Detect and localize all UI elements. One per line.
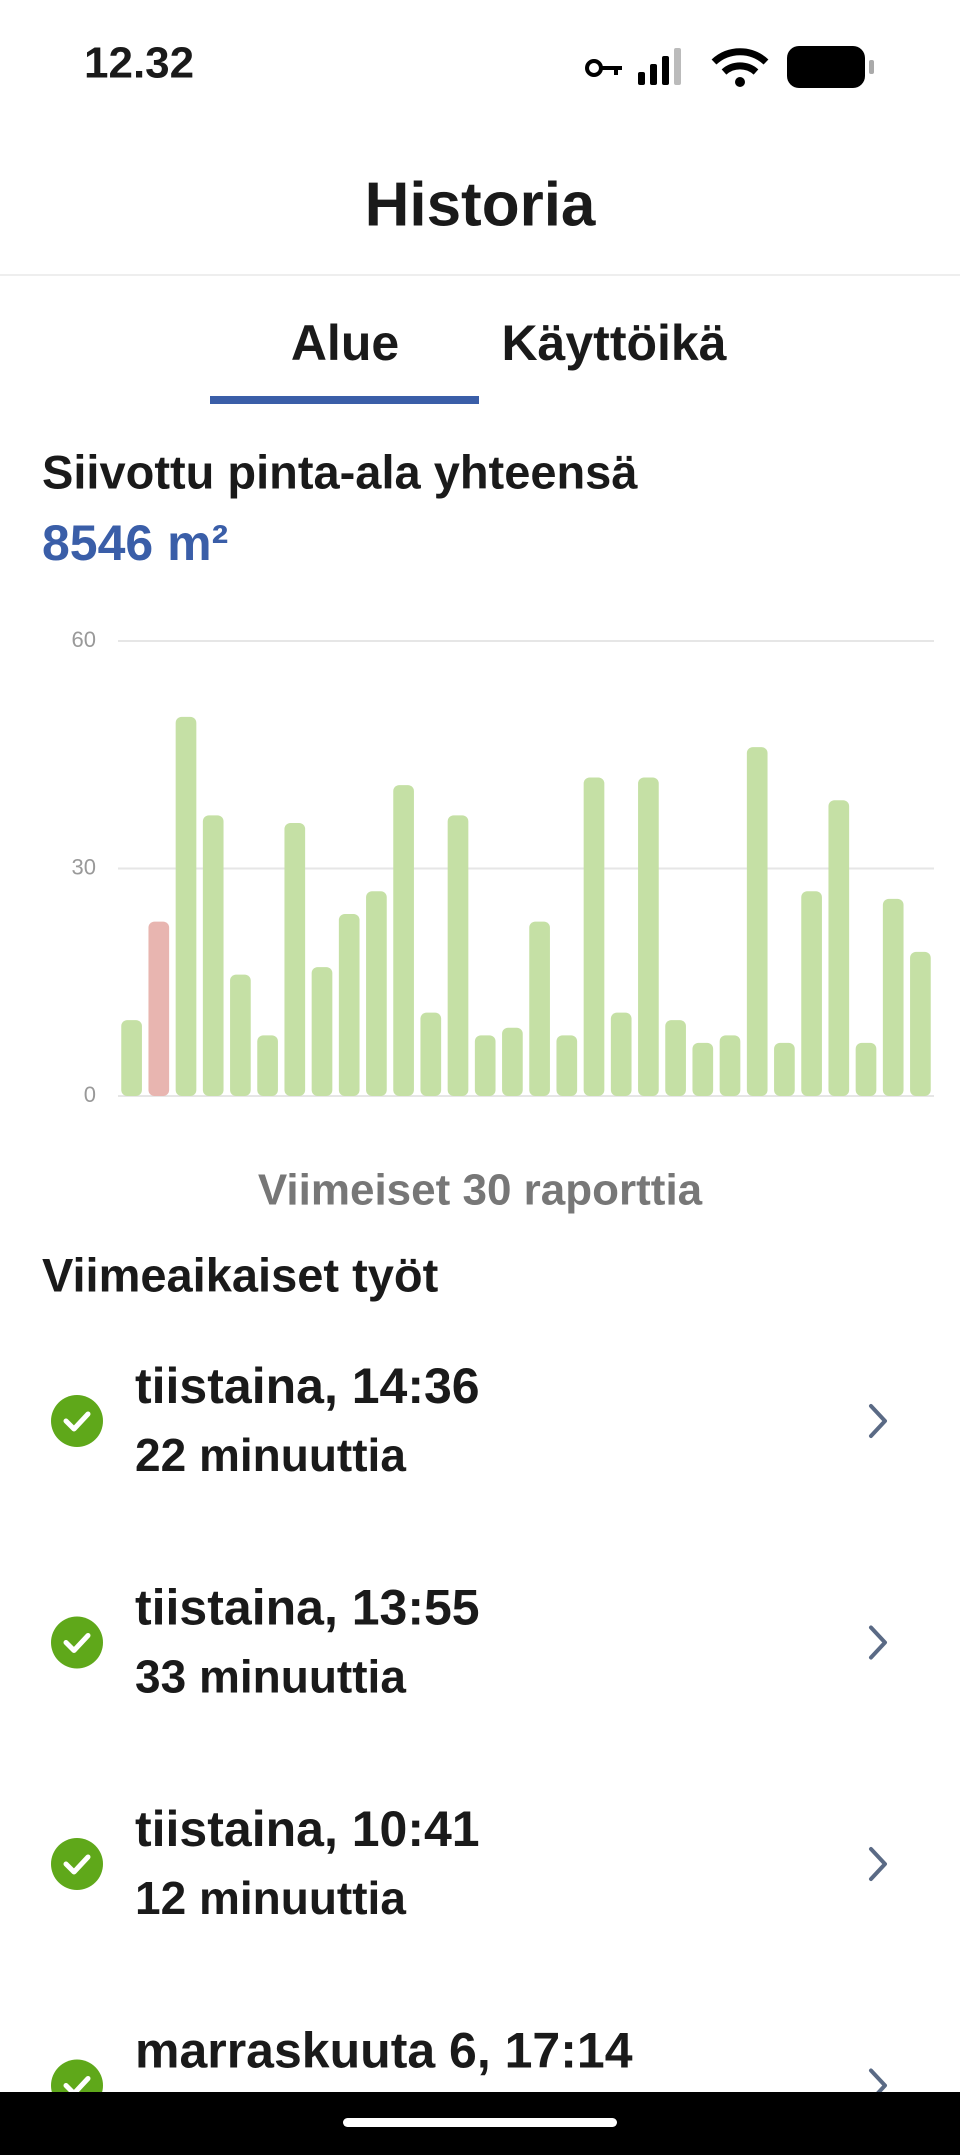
bar <box>828 800 850 1096</box>
bar <box>910 951 931 1096</box>
check-mark <box>63 1411 91 1432</box>
bar <box>230 974 251 1096</box>
bar <box>719 1035 741 1096</box>
list-item[interactable]: tiistaina, 13:55 33 minuuttia <box>51 1580 887 1703</box>
bar <box>420 1012 442 1096</box>
item-title: marraskuuta 6, 17:14 <box>135 2023 633 2079</box>
check-mark <box>63 1854 91 1875</box>
bar <box>855 1042 877 1096</box>
item-title: tiistaina, 13:55 <box>135 1580 480 1636</box>
y-tick-label: 60 <box>72 627 96 652</box>
bar <box>121 1020 142 1096</box>
bar <box>474 1035 496 1096</box>
chart-caption: Viimeiset 30 raporttia <box>258 1166 703 1215</box>
bar <box>284 823 306 1096</box>
bar <box>148 921 170 1096</box>
status-icon <box>51 1395 103 1447</box>
section-title: Viimeaikaiset työt <box>42 1248 439 1301</box>
bar <box>556 1035 578 1096</box>
bar <box>529 921 550 1096</box>
bar <box>366 891 387 1096</box>
list-item[interactable]: tiistaina, 10:41 12 minuuttia <box>51 1801 887 1924</box>
list-item[interactable]: tiistaina, 14:36 22 minuuttia <box>51 1358 887 1481</box>
status-icon <box>51 1838 103 1890</box>
bar <box>338 914 360 1096</box>
status-time: 12.32 <box>84 39 194 88</box>
chevron <box>869 1404 887 1438</box>
bar <box>692 1042 714 1096</box>
status-icons <box>585 46 874 88</box>
bar <box>311 967 333 1096</box>
chevron <box>869 1625 887 1660</box>
bar <box>447 815 469 1096</box>
bar <box>393 785 414 1096</box>
bar <box>583 777 605 1096</box>
summary-label: Siivottu pinta-ala yhteensä <box>42 445 638 498</box>
check-mark <box>63 1633 91 1653</box>
bar <box>610 1012 632 1096</box>
bar <box>202 815 224 1096</box>
bar <box>257 1035 278 1096</box>
bar <box>774 1042 795 1096</box>
chart: 0 30 60 <box>72 627 934 1107</box>
item-title: tiistaina, 14:36 <box>135 1358 480 1414</box>
bar <box>502 1027 523 1096</box>
item-duration: 33 minuuttia <box>135 1651 406 1703</box>
bar <box>665 1020 686 1096</box>
chevron <box>869 1847 887 1881</box>
bar <box>801 891 822 1096</box>
tab-indicator <box>210 396 479 404</box>
bar <box>638 777 659 1096</box>
item-duration: 22 minuuttia <box>135 1429 406 1481</box>
bar <box>746 747 768 1096</box>
bar <box>882 898 904 1096</box>
y-tick-label: 30 <box>72 854 96 879</box>
y-tick-label: 0 <box>84 1082 96 1107</box>
tab[interactable]: Käyttöikä <box>501 315 726 371</box>
tab[interactable]: Alue <box>291 315 399 371</box>
item-title: tiistaina, 10:41 <box>135 1801 480 1857</box>
home-indicator[interactable] <box>343 2118 617 2127</box>
item-duration: 12 minuuttia <box>135 1872 406 1924</box>
bar <box>175 716 197 1096</box>
summary-value: 8546 m² <box>42 515 228 571</box>
page-title: Historia <box>365 170 596 239</box>
status-icon <box>51 1616 103 1669</box>
